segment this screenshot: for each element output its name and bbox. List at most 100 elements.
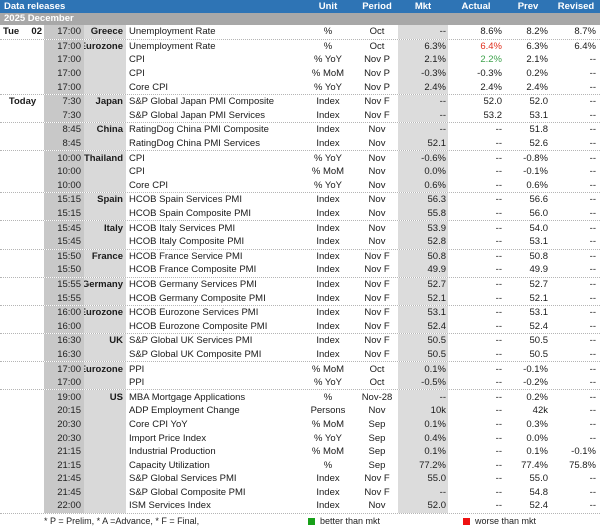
cell-country <box>84 53 126 67</box>
cell-unit: % MoM <box>311 166 345 178</box>
cell-period: Nov P <box>364 81 390 93</box>
cell-mkt: 52.1 <box>398 291 448 305</box>
cell-actual: -- <box>495 391 502 403</box>
cell-country <box>84 499 126 513</box>
cell-revised: -- <box>589 473 596 485</box>
cell-day <box>0 390 44 404</box>
cell-prev: 2.1% <box>526 54 548 66</box>
cell-actual: -- <box>495 500 502 512</box>
cell-period: Nov <box>368 124 386 136</box>
cell-unit: Index <box>316 473 340 485</box>
cell-unit: % MoM <box>311 418 345 430</box>
day-number: 02 <box>31 26 42 38</box>
cell-description: HCOB Italy Composite PMI <box>129 236 245 248</box>
cell-period: Nov F <box>364 96 390 108</box>
cell-unit: % YoY <box>314 81 342 93</box>
cell-unit: % <box>323 26 333 38</box>
cell-time: 10:00 <box>44 178 84 193</box>
cell-description: S&P Global UK Services PMI <box>129 335 253 347</box>
cell-prev: 0.2% <box>526 68 548 80</box>
cell-day <box>0 137 44 151</box>
cell-day <box>0 348 44 362</box>
table-footer: * P = Prelim, * A =Advance, * F = Final,… <box>0 514 600 529</box>
cell-actual: -- <box>495 222 502 234</box>
cell-prev: 50.5 <box>529 348 549 360</box>
cell-period: Nov <box>368 152 386 164</box>
cell-description: HCOB France Service PMI <box>129 250 243 262</box>
cell-description: CPI <box>129 166 145 178</box>
cell-revised: -- <box>589 405 596 417</box>
cell-prev: 50.8 <box>529 250 549 262</box>
cell-period: Nov F <box>364 320 390 332</box>
cell-mkt: -- <box>398 94 448 109</box>
cell-prev: 0.6% <box>526 179 548 191</box>
legend-worse: worse than mkt <box>463 514 536 529</box>
cell-unit: Index <box>316 138 340 150</box>
cell-country: Eurozone <box>84 305 126 320</box>
table-row: 17:00 CPI % YoY Nov P 2.1% 2.2% 2.1% -- <box>0 53 600 67</box>
cell-revised: -- <box>589 250 596 262</box>
cell-period: Nov <box>368 405 386 417</box>
cell-mkt: -- <box>398 108 448 123</box>
cell-revised: -- <box>589 335 596 347</box>
cell-mkt: -0.5% <box>398 375 448 390</box>
cell-time: 19:00 <box>44 390 84 405</box>
cell-mkt: -- <box>398 123 448 137</box>
cell-revised: -- <box>589 138 596 150</box>
cell-mkt: 55.0 <box>398 472 448 486</box>
cell-unit: Index <box>316 208 340 220</box>
cell-country <box>84 291 126 305</box>
cell-actual: 53.2 <box>483 109 503 121</box>
cell-country: Germany <box>84 277 126 292</box>
cell-country <box>84 80 126 94</box>
cell-description: RatingDog China PMI Services <box>129 138 260 150</box>
cell-day <box>0 334 44 348</box>
cell-mkt: 52.0 <box>398 499 448 513</box>
cell-period: Oct <box>369 363 385 375</box>
cell-description: HCOB Spain Services PMI <box>129 194 242 206</box>
table-row: 16:00 Eurozone HCOB Eurozone Services PM… <box>0 305 600 320</box>
cell-mkt: 0.1% <box>398 444 448 459</box>
cell-mkt: 2.4% <box>398 80 448 94</box>
cell-day <box>0 179 44 193</box>
cell-prev: 52.4 <box>529 500 549 512</box>
cell-revised: -- <box>589 486 596 498</box>
cell-time: 17:00 <box>44 66 84 81</box>
cell-prev: 6.3% <box>526 40 548 52</box>
cell-revised: -- <box>589 222 596 234</box>
column-header-mkt: Mkt <box>414 1 432 12</box>
cell-unit: Index <box>316 320 340 332</box>
cell-time: 21:15 <box>44 444 84 459</box>
cell-country: France <box>84 249 126 264</box>
releases-table-body: Tue 02 17:00 Greece Unemployment Rate % O… <box>0 25 600 514</box>
cell-mkt: 52.1 <box>398 136 448 151</box>
cell-unit: % MoM <box>311 363 345 375</box>
cell-unit: % YoY <box>314 179 342 191</box>
cell-prev: 0.0% <box>526 432 548 444</box>
cell-period: Nov <box>368 236 386 248</box>
table-row: 16:30 S&P Global UK Composite PMI Index … <box>0 347 600 363</box>
cell-mkt: 50.5 <box>398 334 448 348</box>
cell-description: Unemployment Rate <box>129 26 216 38</box>
cell-country: Italy <box>84 221 126 235</box>
cell-day: Today <box>0 95 44 109</box>
cell-revised: 6.4% <box>574 40 596 52</box>
cell-description: S&P Global Japan PMI Services <box>129 109 266 121</box>
table-row: 21:45 S&P Global Composite PMI Index Nov… <box>0 485 600 500</box>
cell-revised: -- <box>589 264 596 276</box>
cell-revised: -- <box>589 68 596 80</box>
cell-actual: -- <box>495 166 502 178</box>
cell-mkt: 0.4% <box>398 431 448 445</box>
cell-country: Eurozone <box>84 39 126 54</box>
cell-revised: -- <box>589 236 596 248</box>
table-row: 16:00 HCOB Eurozone Composite PMI Index … <box>0 319 600 335</box>
cell-time: 17:00 <box>44 39 84 54</box>
cell-revised: -- <box>589 109 596 121</box>
table-header-bar: Data releases Unit Period Mkt Actual Pre… <box>0 0 600 13</box>
cell-time: 15:55 <box>44 291 84 305</box>
cell-time: 15:50 <box>44 249 84 264</box>
cell-description: ADP Employment Change <box>129 405 240 417</box>
cell-day <box>0 250 44 264</box>
cell-actual: -- <box>495 292 502 304</box>
cell-period: Oct <box>369 26 385 38</box>
